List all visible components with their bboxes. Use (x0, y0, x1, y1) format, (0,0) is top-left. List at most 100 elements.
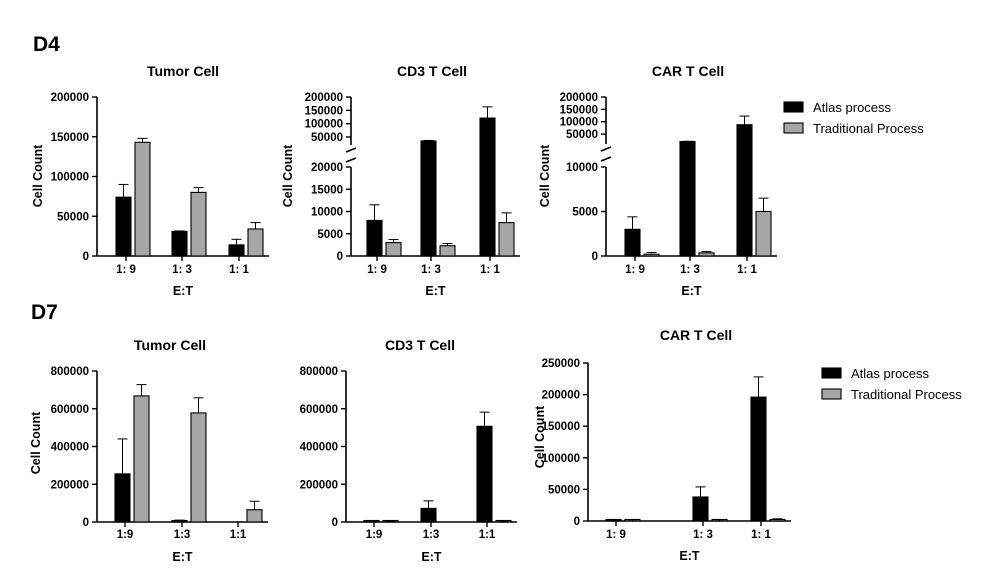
x-category-label: 1: 1 (480, 264, 500, 276)
bar-atlas-process (366, 219, 383, 257)
axis-break-mark (600, 156, 612, 162)
chart-d4-car-t-cell: CAR T Cell 0 5000 10000 50000100000150000200… (538, 63, 777, 298)
y-tick-label: 400000 (300, 442, 338, 454)
legend-label: Atlas process (813, 100, 892, 115)
y-tick-label: 150000 (51, 132, 89, 144)
y-tick-label: 150000 (560, 104, 598, 116)
legend-swatch-atlas (783, 101, 804, 113)
y-tick-label: 0 (337, 251, 343, 263)
x-category-label: 1:1 (479, 529, 496, 541)
chart-title: CD3 T Cell (397, 63, 467, 79)
legend-swatch-traditional (821, 388, 842, 400)
bar-traditional-process (439, 245, 456, 257)
y-tick-label: 100000 (305, 119, 343, 131)
y-tick-label: 150000 (305, 105, 343, 117)
bar-atlas-process (624, 228, 641, 257)
y-tick-label: 250000 (542, 358, 580, 370)
bar-atlas-process (420, 140, 437, 257)
x-category-label: 1:1 (230, 529, 247, 541)
chart-title: CAR T Cell (652, 63, 724, 79)
x-axis-label: E:T (421, 550, 442, 564)
y-tick-label: 100000 (542, 453, 580, 465)
y-tick-label: 200000 (560, 92, 598, 104)
chart-title: CAR T Cell (660, 327, 732, 343)
bar-atlas-process (479, 117, 496, 257)
legend-label: Traditional Process (851, 387, 962, 402)
y-tick-label: 15000 (311, 184, 343, 196)
chart-d7-car-t-cell: CAR T Cell 0 50000 100000 150000 200000 250000… (533, 327, 791, 563)
y-tick-label: 5000 (572, 207, 598, 219)
x-category-label: 1: 1 (737, 264, 757, 276)
y-tick-label: 10000 (311, 207, 343, 219)
x-category-label: 1: 1 (751, 529, 771, 541)
y-axis-label: Cell Count (31, 144, 45, 207)
x-category-label: 1: 9 (625, 264, 645, 276)
y-tick-label: 0 (574, 516, 580, 528)
x-category-label: 1: 3 (680, 264, 700, 276)
y-tick-label: 200000 (305, 92, 343, 104)
x-category-label: 1:3 (423, 529, 440, 541)
x-category-label: 1: 1 (229, 264, 249, 276)
bar-traditional-process (769, 518, 786, 522)
y-axis-label: Cell Count (533, 405, 547, 468)
y-tick-label: 600000 (51, 404, 89, 416)
chart-d7-tumor-cell: Tumor Cell 0 200000 400000 600000 800000 1:9 1:… (29, 337, 268, 564)
legend-d7: Atlas process Traditional Process (821, 366, 962, 402)
axis-break-mark (345, 147, 357, 153)
x-axis-label: E:T (681, 284, 702, 298)
x-category-label: 1: 3 (421, 264, 441, 276)
y-tick-label: 5000 (317, 229, 343, 241)
y-tick-label: 150000 (542, 421, 580, 433)
y-axis-label: Cell Count (538, 144, 552, 207)
y-tick-label: 10000 (566, 162, 598, 174)
bar-atlas-process (692, 496, 709, 522)
legend-swatch-atlas (821, 367, 842, 379)
bar-atlas-process (476, 425, 493, 523)
y-tick-label: 0 (592, 251, 598, 263)
x-axis-label: E:T (425, 284, 446, 298)
axis-break-mark (600, 146, 612, 152)
x-category-label: 1: 3 (693, 529, 713, 541)
chart-title: CD3 T Cell (385, 337, 455, 353)
chart-d7-cd3-t-cell: CD3 T Cell 0 200000 400000 600000 800000 1:9 1:… (300, 337, 517, 564)
x-axis-label: E:T (172, 550, 193, 564)
bar-traditional-process (246, 509, 263, 523)
x-category-label: 1:9 (366, 529, 383, 541)
y-axis-label: Cell Count (281, 144, 295, 207)
y-tick-label: 0 (332, 517, 338, 529)
bar-traditional-process (498, 222, 515, 257)
y-tick-label: 200000 (51, 92, 89, 104)
y-tick-label: 100000 (51, 172, 89, 184)
legend-swatch-traditional (783, 122, 804, 134)
y-tick-label: 200000 (51, 479, 89, 491)
axis-break-mark (345, 157, 357, 163)
bar-atlas-process (228, 244, 245, 257)
legend-label: Atlas process (851, 366, 930, 381)
bar-atlas-process (736, 124, 753, 257)
bar-traditional-process (190, 412, 207, 523)
x-category-label: 1: 9 (606, 529, 626, 541)
y-tick-label: 600000 (300, 404, 338, 416)
bar-atlas-process (171, 230, 188, 257)
y-tick-label: 200000 (300, 479, 338, 491)
y-tick-label: 50000 (311, 132, 343, 144)
y-tick-label: 0 (83, 251, 89, 263)
bar-atlas-process (171, 519, 188, 523)
panel-label-d4: D4 (33, 33, 60, 56)
x-category-label: 1: 9 (116, 264, 136, 276)
bar-atlas-process (750, 396, 767, 522)
y-axis-label: Cell Count (29, 411, 43, 474)
y-tick-label: 800000 (51, 366, 89, 378)
bar-atlas-process (420, 507, 437, 523)
x-axis-label: E:T (679, 549, 700, 563)
x-axis-label: E:T (173, 284, 194, 298)
chart-d4-cd3-t-cell: CD3 T Cell 0 5000 10000 15000 20000 5000010000… (281, 63, 520, 298)
y-tick-label: 50000 (548, 484, 580, 496)
y-tick-label: 50000 (57, 211, 89, 223)
bar-traditional-process (133, 395, 150, 523)
panel-label-d7: D7 (31, 301, 58, 324)
bar-traditional-process (643, 253, 660, 257)
bar-atlas-process (115, 196, 132, 257)
bar-traditional-process (755, 210, 772, 257)
